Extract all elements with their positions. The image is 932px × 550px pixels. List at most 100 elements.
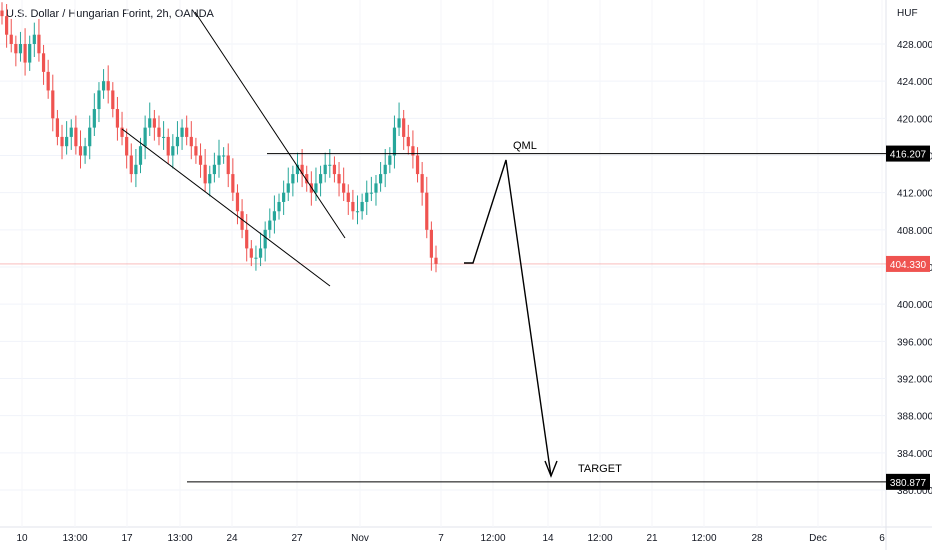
candle-body	[314, 183, 318, 193]
candle-body	[60, 136, 64, 147]
candle-body	[203, 164, 207, 184]
candle-body	[231, 174, 235, 193]
candle-body	[249, 248, 253, 258]
candle-body	[226, 155, 230, 175]
candle-body	[51, 90, 55, 119]
y-tick-label: 420.000	[897, 114, 932, 125]
candle-body	[212, 164, 216, 175]
candle-body	[328, 164, 332, 166]
candle-body	[166, 136, 170, 156]
candle-body	[83, 146, 87, 156]
target-price-badge: 380.877	[890, 478, 927, 489]
candle-body	[134, 164, 138, 175]
projection-arrowhead	[544, 460, 558, 478]
candle-body	[374, 183, 378, 193]
candle-body	[383, 164, 387, 175]
candle-body	[55, 118, 60, 137]
candle-body	[185, 127, 189, 137]
qml-label: QML	[513, 140, 537, 152]
candle-body	[180, 127, 184, 137]
x-tick-label: 13:00	[167, 533, 192, 544]
candle-body	[277, 201, 281, 212]
candle-body	[125, 136, 129, 156]
candle-body	[78, 146, 83, 156]
candle-body	[74, 127, 78, 147]
y-tick-label: 380.000	[897, 486, 932, 497]
candle-body	[92, 109, 96, 128]
candle-body	[323, 164, 327, 175]
candle-body	[429, 229, 433, 258]
candle-body	[28, 44, 32, 63]
y-tick-label: 388.000	[897, 412, 932, 423]
candle-body	[342, 183, 346, 193]
candle-body	[254, 257, 258, 259]
candle-body	[175, 136, 180, 147]
qml-price-badge: 416.207	[890, 150, 927, 161]
candle-body	[9, 34, 13, 44]
x-tick-label: 28	[751, 533, 763, 544]
candle-body	[258, 248, 263, 258]
candle-body	[291, 174, 295, 184]
x-tick-label: 6	[879, 533, 885, 544]
price-badges: 416.207 404.330 380.877	[886, 145, 930, 490]
candle-body	[69, 127, 73, 137]
candle-body	[346, 192, 350, 202]
drawings: QML TARGET	[121, 11, 886, 483]
candle-body	[161, 136, 166, 138]
x-axis: 10 13:00 17 13:00 24 27 Nov 7 12:00 14 12:00 21 12:0…	[16, 533, 885, 544]
x-tick-label: 27	[291, 533, 303, 544]
y-tick-label: 400.000	[897, 300, 932, 311]
candle-body	[420, 174, 424, 193]
candle-body	[120, 127, 124, 137]
current-price-badge: 404.330	[890, 260, 927, 271]
candle-body	[263, 229, 267, 249]
x-tick-label: 24	[226, 533, 238, 544]
candle-body	[217, 155, 221, 165]
x-tick-label: 21	[646, 533, 658, 544]
candle-body	[369, 192, 373, 194]
candle-body	[14, 44, 18, 54]
candle-body	[332, 164, 337, 175]
y-tick-label: 392.000	[897, 375, 932, 386]
candle-body	[425, 192, 429, 230]
target-label: TARGET	[578, 463, 622, 475]
candle-body	[208, 174, 212, 184]
candle-body	[402, 118, 406, 137]
candle-body	[355, 211, 360, 213]
candle-body	[365, 192, 369, 202]
candle-body	[23, 44, 27, 63]
candle-body	[378, 174, 383, 184]
projection-path	[464, 159, 552, 477]
y-tick-label: 408.000	[897, 226, 932, 237]
wedge-upper-line	[194, 11, 346, 239]
candle-body	[337, 174, 341, 184]
target-price-badge-bg	[886, 473, 930, 490]
candle-body	[148, 118, 152, 128]
candle-body	[65, 136, 69, 147]
x-tick-label: Nov	[351, 533, 369, 544]
candle-body	[46, 71, 50, 91]
candle-body	[171, 146, 175, 156]
candle-body	[32, 34, 36, 44]
candle-body	[272, 211, 277, 221]
candle-body	[101, 81, 106, 91]
candle-body	[240, 211, 244, 230]
candle-body	[106, 81, 110, 91]
candle-body	[129, 155, 133, 175]
candle-body	[434, 257, 438, 264]
candle-body	[235, 192, 240, 212]
x-tick-label: 7	[438, 533, 444, 544]
candle-body	[295, 164, 300, 175]
candle-body	[194, 146, 198, 156]
x-tick-label: 12:00	[480, 533, 505, 544]
candle-body	[286, 183, 290, 193]
candle-body	[222, 155, 226, 157]
y-axis-currency: HUF	[897, 8, 918, 19]
candle-body	[318, 174, 323, 184]
qml-price-badge-bg	[886, 145, 930, 162]
candle-body	[406, 136, 410, 147]
y-tick-label: 412.000	[897, 189, 932, 200]
candle-body	[388, 155, 392, 165]
candle-body	[268, 220, 272, 230]
